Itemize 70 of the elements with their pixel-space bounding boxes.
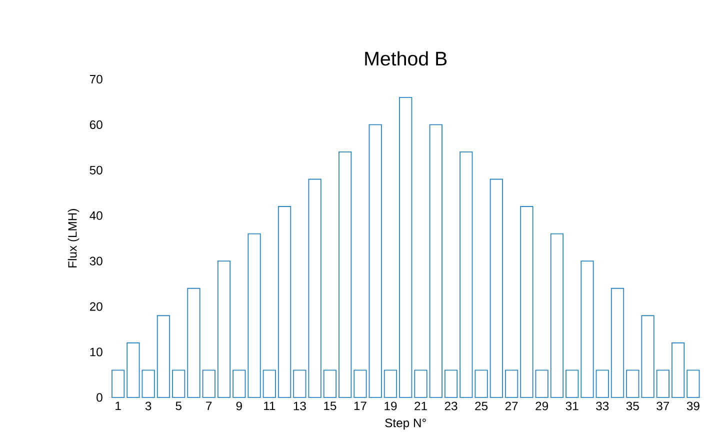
x-tick-label: 29 bbox=[536, 402, 548, 410]
bar bbox=[111, 370, 125, 398]
bar bbox=[308, 178, 322, 398]
bar bbox=[187, 288, 200, 398]
x-axis-title: Step N° bbox=[385, 418, 426, 430]
x-tick-label: 17 bbox=[354, 402, 366, 410]
y-tick-label: 30 bbox=[90, 256, 102, 266]
bar bbox=[202, 370, 216, 398]
x-tick-label: 37 bbox=[656, 402, 670, 410]
x-tick-label: 7 bbox=[206, 402, 212, 410]
x-tick-label: 23 bbox=[444, 402, 458, 410]
bar bbox=[580, 260, 594, 398]
x-tick-label: 1 bbox=[116, 402, 121, 410]
bar bbox=[641, 315, 654, 398]
chart-title: Method B bbox=[365, 51, 447, 66]
bar bbox=[474, 370, 488, 398]
bar bbox=[626, 370, 640, 398]
bar bbox=[520, 206, 534, 398]
bar bbox=[172, 370, 186, 398]
bar bbox=[671, 342, 685, 398]
y-tick-label: 0 bbox=[96, 393, 102, 402]
y-tick-label: 40 bbox=[90, 211, 102, 220]
x-tick-label: 19 bbox=[384, 402, 397, 410]
x-tick-label: 3 bbox=[145, 402, 152, 410]
bar bbox=[217, 260, 231, 398]
bar bbox=[460, 152, 473, 398]
bar bbox=[368, 124, 382, 398]
bar bbox=[126, 342, 140, 398]
x-tick-label: 21 bbox=[414, 402, 427, 410]
bar bbox=[278, 206, 292, 398]
bar bbox=[566, 370, 579, 398]
bar bbox=[596, 370, 609, 398]
y-tick-label: 60 bbox=[90, 120, 102, 130]
bar bbox=[232, 370, 246, 398]
bar bbox=[142, 370, 155, 398]
x-tick-label: 15 bbox=[324, 402, 336, 410]
x-tick-label: 27 bbox=[505, 402, 518, 410]
x-tick-label: 33 bbox=[596, 402, 609, 410]
bar bbox=[338, 152, 352, 398]
bar bbox=[550, 233, 564, 398]
bar bbox=[293, 370, 306, 398]
bar bbox=[610, 288, 624, 398]
bar bbox=[686, 370, 700, 398]
bar bbox=[656, 370, 670, 398]
bar bbox=[262, 370, 276, 398]
bar bbox=[354, 370, 367, 398]
y-tick-label: 10 bbox=[90, 348, 102, 356]
bar bbox=[444, 370, 458, 398]
bar bbox=[384, 370, 398, 398]
x-tick-label: 11 bbox=[264, 402, 276, 410]
bar bbox=[399, 97, 412, 398]
x-tick-label: 5 bbox=[176, 402, 182, 410]
y-tick-label: 50 bbox=[90, 166, 102, 175]
x-tick-label: 31 bbox=[566, 402, 578, 410]
x-tick-label: 13 bbox=[294, 402, 306, 410]
y-tick-label: 20 bbox=[90, 302, 102, 312]
bar bbox=[429, 124, 442, 398]
bar bbox=[535, 370, 548, 398]
bar bbox=[414, 370, 428, 398]
bar bbox=[156, 315, 170, 398]
y-tick-label: 70 bbox=[90, 75, 102, 84]
x-tick-label: 39 bbox=[686, 402, 700, 410]
bar bbox=[490, 178, 503, 398]
x-tick-label: 25 bbox=[475, 402, 488, 410]
bar bbox=[248, 233, 261, 398]
bar bbox=[504, 370, 518, 398]
x-tick-label: 9 bbox=[236, 402, 242, 410]
y-axis-title: Flux (LMH) bbox=[68, 209, 80, 268]
bar bbox=[323, 370, 337, 398]
x-tick-label: 35 bbox=[626, 402, 639, 410]
